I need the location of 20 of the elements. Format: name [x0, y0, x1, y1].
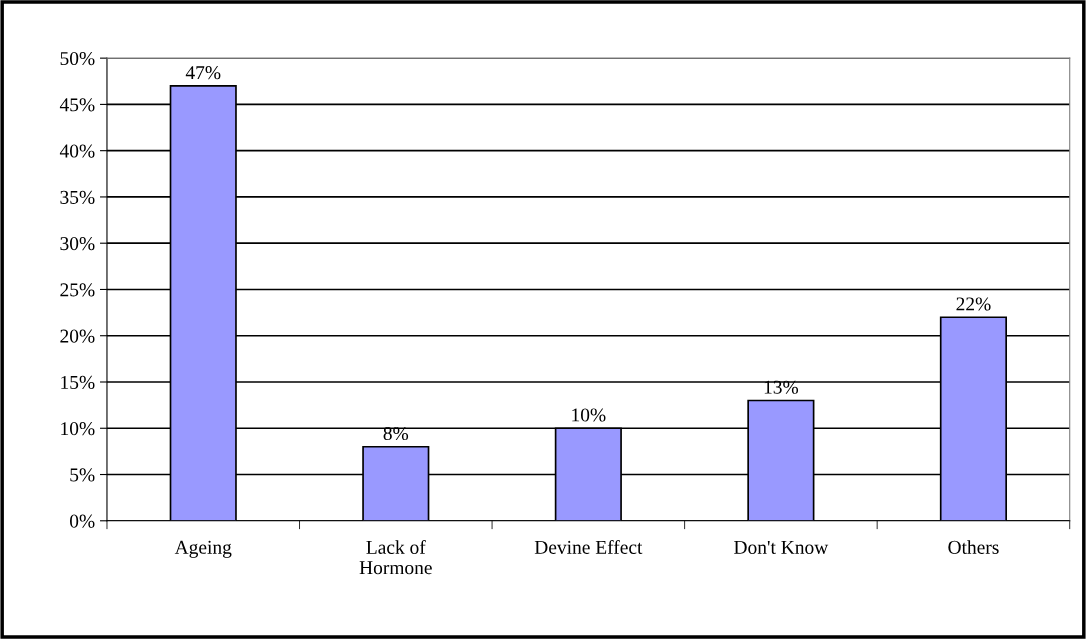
y-tick-label: 5%: [70, 468, 95, 482]
data-label: 47%: [185, 66, 221, 80]
data-label: 22%: [956, 297, 991, 311]
y-tick-label: 45%: [59, 98, 95, 112]
y-tick-label: 35%: [60, 190, 95, 204]
x-tick-label: Don't Know: [734, 540, 829, 554]
x-tick-label: Ageing: [174, 540, 232, 558]
y-tick-label: 30%: [60, 237, 95, 251]
y-tick-label: 25%: [60, 283, 95, 297]
y-tick-label: 50%: [60, 51, 95, 66]
y-tick-label: 40%: [59, 144, 95, 158]
x-tick-label: Others: [948, 540, 999, 554]
x-tick-label: Lack of Hormone: [359, 540, 432, 575]
x-tick-label: Devine Effect: [534, 540, 643, 554]
y-tick-label: 20%: [60, 329, 95, 343]
y-tick-label: 10%: [61, 422, 95, 436]
y-tick-label: 15%: [61, 375, 95, 389]
y-tick-label: 0%: [69, 514, 95, 528]
data-label: 13%: [764, 380, 799, 394]
data-label: 10%: [572, 408, 606, 422]
